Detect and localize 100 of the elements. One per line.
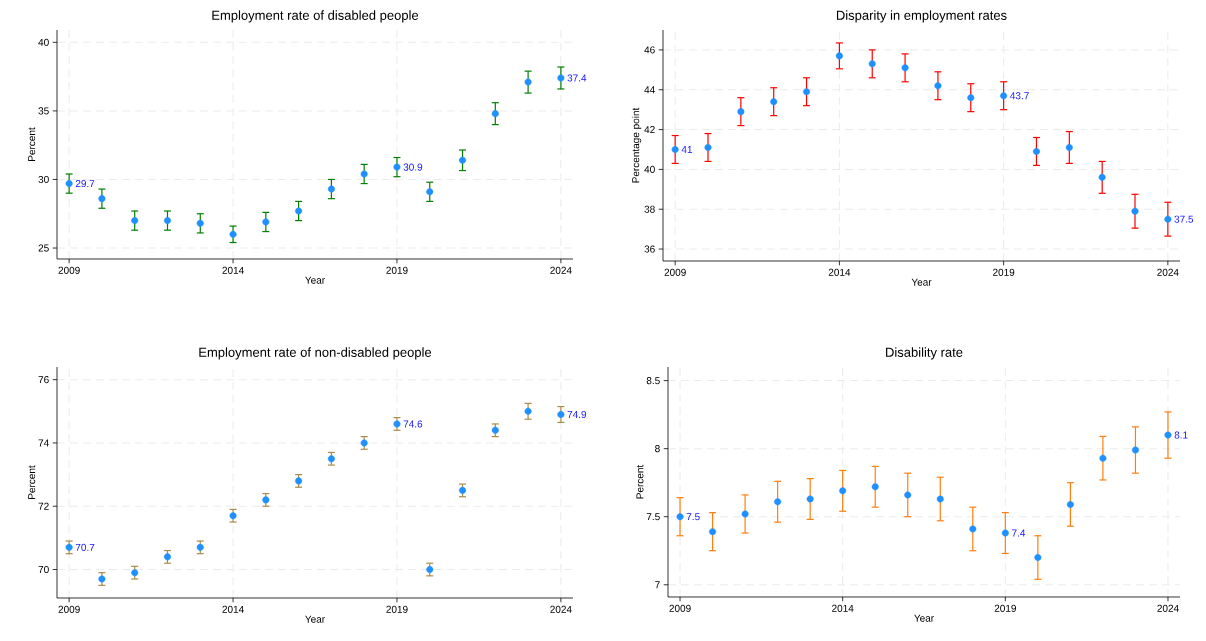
point: [770, 98, 778, 106]
point: [1066, 500, 1074, 508]
data-label: 8.1: [1174, 431, 1188, 439]
point: [868, 60, 876, 68]
x-tick-label: 2009: [664, 268, 686, 276]
x-axis-title: Year: [914, 614, 934, 622]
x-tick-label: 2024: [1157, 268, 1179, 276]
y-tick-label: 7: [655, 581, 660, 589]
point: [1131, 207, 1139, 215]
point: [327, 185, 335, 193]
data-label: 74.9: [567, 410, 587, 418]
y-tick-label: 35: [38, 107, 49, 115]
point: [737, 108, 745, 116]
point: [934, 82, 942, 90]
y-tick-label: 46: [644, 46, 655, 54]
y-tick-label: 8: [655, 445, 660, 453]
data-label: 7.4: [1012, 529, 1026, 537]
y-axis-title: Percent: [28, 465, 36, 499]
x-tick-label: 2019: [386, 605, 408, 613]
point: [1098, 173, 1106, 181]
data-label: 37.5: [1174, 215, 1194, 223]
x-tick-label: 2024: [550, 266, 572, 274]
point: [904, 491, 912, 499]
y-tick-label: 76: [38, 376, 49, 384]
point: [163, 217, 171, 225]
x-tick-label: 2024: [1157, 604, 1179, 612]
point: [426, 188, 434, 196]
chart-title: Employment rate of disabled people: [212, 10, 419, 23]
point: [741, 510, 749, 518]
x-tick-label: 2014: [222, 605, 244, 613]
data-label: 74.6: [403, 420, 423, 428]
point: [1032, 147, 1040, 155]
x-tick-label: 2014: [832, 604, 854, 612]
point: [1164, 215, 1172, 223]
data-label: 41: [681, 146, 692, 153]
point: [1099, 454, 1107, 462]
chart-title: Disability rate: [886, 347, 963, 360]
x-tick-label: 2009: [58, 266, 80, 274]
point: [524, 407, 532, 415]
y-tick-label: 38: [644, 205, 655, 213]
y-axis-title: Percentage point: [631, 107, 642, 183]
x-axis-title: Year: [911, 278, 932, 286]
x-tick-label: 2009: [58, 605, 80, 613]
point: [871, 483, 879, 491]
point: [65, 180, 73, 188]
y-tick-label: 7.5: [646, 513, 660, 521]
point: [967, 94, 975, 102]
y-tick-label: 44: [644, 86, 655, 94]
y-tick-label: 70: [38, 565, 49, 574]
y-tick-label: 40: [38, 38, 49, 46]
point: [936, 495, 944, 503]
y-tick-label: 42: [644, 126, 655, 134]
point: [709, 528, 717, 536]
x-tick-label: 2024: [550, 605, 572, 613]
y-tick-label: 40: [644, 165, 655, 173]
y-tick-label: 30: [38, 175, 49, 183]
x-axis-title: Year: [305, 276, 325, 284]
point: [704, 143, 712, 151]
point: [676, 513, 684, 521]
point: [557, 410, 565, 418]
point: [839, 487, 847, 495]
point: [524, 78, 532, 86]
point: [491, 110, 499, 118]
point: [360, 170, 368, 178]
point: [1034, 554, 1042, 562]
data-label: 43.7: [1010, 92, 1029, 100]
x-tick-label: 2019: [994, 604, 1016, 612]
point: [803, 88, 811, 96]
point: [196, 219, 204, 227]
point: [459, 156, 467, 164]
chart-title: Disparity in employment rates: [836, 10, 1007, 23]
point: [1065, 143, 1073, 151]
data-label: 70.7: [75, 543, 95, 551]
data-label: 29.7: [75, 180, 95, 188]
point: [901, 64, 909, 72]
x-tick-label: 2019: [993, 268, 1015, 276]
point: [835, 52, 843, 60]
point: [1000, 92, 1008, 100]
point: [671, 145, 679, 153]
point: [557, 74, 565, 82]
point: [295, 207, 303, 215]
x-tick-label: 2014: [222, 266, 244, 274]
x-tick-label: 2019: [386, 266, 408, 274]
point: [969, 525, 977, 533]
point: [262, 218, 270, 226]
point: [131, 217, 139, 225]
data-label: 7.5: [686, 513, 700, 521]
chart-title: Employment rate of non-disabled people: [199, 347, 432, 360]
x-tick-label: 2014: [828, 268, 851, 276]
point: [393, 163, 401, 171]
y-tick-label: 25: [38, 244, 49, 252]
y-tick-label: 74: [38, 439, 49, 447]
data-label: 30.9: [403, 163, 423, 171]
data-label: 37.4: [567, 74, 587, 82]
point: [229, 230, 237, 238]
point: [1001, 529, 1009, 537]
point: [1131, 446, 1139, 454]
y-tick-label: 36: [644, 245, 655, 253]
point: [1164, 431, 1172, 439]
x-tick-label: 2009: [669, 604, 691, 612]
